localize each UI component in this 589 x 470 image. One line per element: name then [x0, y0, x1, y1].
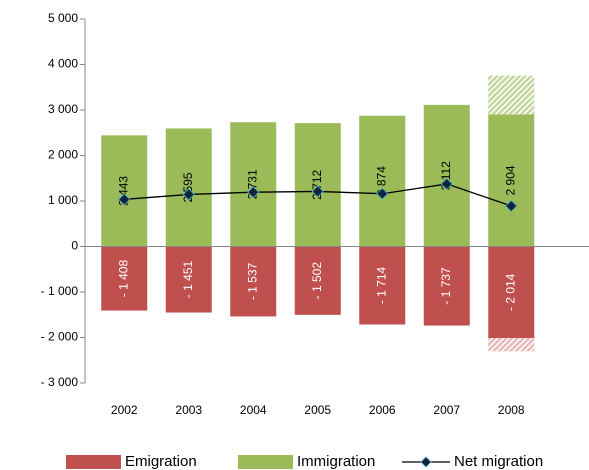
y-tick-label: 5 000 — [48, 11, 78, 25]
y-tick-label: - 3 000 — [41, 375, 79, 389]
y-tick-label: 1 000 — [48, 193, 78, 207]
y-tick-label: 0 — [71, 239, 78, 253]
x-tick-label: 2002 — [111, 403, 138, 417]
data-label: - 1 408 — [116, 260, 130, 298]
data-label: 2 904 — [503, 165, 517, 195]
data-label: - 1 537 — [245, 262, 259, 300]
legend-marker — [420, 456, 432, 468]
data-label: - 1 451 — [181, 261, 195, 299]
bar — [101, 246, 148, 311]
bar — [165, 128, 212, 247]
bar — [230, 122, 277, 247]
bar — [101, 135, 148, 247]
data-label: 2 874 — [374, 166, 388, 196]
y-tick-label: - 1 000 — [41, 284, 79, 298]
bar — [488, 75, 535, 115]
legend-label: Net migration — [454, 453, 543, 470]
x-tick-label: 2003 — [175, 403, 202, 417]
x-tick-label: 2007 — [433, 403, 460, 417]
marker — [440, 177, 453, 191]
bar — [423, 246, 470, 326]
marker — [505, 199, 518, 213]
bar — [294, 246, 341, 315]
data-label: - 2 014 — [503, 273, 517, 311]
y-tick-label: 4 000 — [48, 57, 78, 71]
marker — [376, 187, 389, 200]
bar — [488, 114, 535, 247]
legend-label: Emigration — [125, 453, 197, 470]
x-tick-label: 2005 — [304, 403, 331, 417]
bar — [423, 104, 470, 247]
legend-label: Immigration — [297, 453, 375, 470]
marker — [247, 186, 260, 199]
y-tick-label: 3 000 — [48, 102, 78, 116]
data-label: - 1 714 — [374, 266, 388, 304]
marker — [182, 188, 195, 201]
bar — [359, 115, 406, 247]
bar — [294, 123, 341, 247]
marker — [118, 193, 131, 206]
legend-swatch — [238, 455, 293, 469]
bar — [165, 246, 212, 313]
x-tick-label: 2006 — [369, 403, 396, 417]
data-label: - 1 737 — [439, 267, 453, 305]
data-label: - 1 502 — [310, 262, 324, 300]
bar — [488, 246, 535, 339]
x-tick-label: 2004 — [240, 403, 267, 417]
x-tick-label: 2008 — [498, 403, 525, 417]
bar — [359, 246, 406, 325]
legend-swatch — [66, 455, 121, 469]
y-tick-label: - 2 000 — [41, 330, 79, 344]
bar — [230, 246, 277, 317]
bar — [488, 338, 535, 352]
marker — [311, 185, 324, 198]
y-tick-label: 2 000 — [48, 148, 78, 162]
